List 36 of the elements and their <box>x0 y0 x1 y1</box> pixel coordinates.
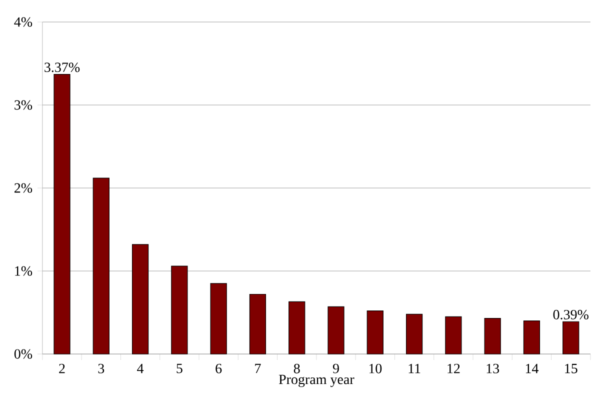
x-tick-label: 5 <box>176 364 182 374</box>
bar <box>132 244 149 354</box>
data-label: 0.39% <box>553 310 588 320</box>
x-tick-label: 9 <box>332 364 339 374</box>
x-tick-label: 10 <box>369 364 382 374</box>
x-tick-label: 2 <box>59 364 65 374</box>
y-tick-label: 4% <box>14 17 32 27</box>
bar <box>523 320 540 354</box>
x-tick-label: 15 <box>565 364 578 374</box>
bar <box>445 316 462 354</box>
bar <box>288 301 306 354</box>
x-tick-label: 7 <box>255 364 261 374</box>
x-tick-label: 14 <box>526 364 539 374</box>
bar <box>328 306 344 354</box>
y-tick-label: 1% <box>15 266 32 276</box>
x-tick-label: 3 <box>98 364 104 374</box>
bar <box>484 318 501 354</box>
x-tick-label: 13 <box>486 364 500 374</box>
bar <box>249 294 266 354</box>
y-tick-label: 3% <box>14 100 32 110</box>
x-axis-title: Program year <box>278 374 354 388</box>
bar <box>92 178 110 354</box>
bar <box>366 310 384 354</box>
data-label: 3.37% <box>44 62 80 72</box>
y-tick-label: 2% <box>14 183 32 193</box>
bar <box>210 283 227 354</box>
x-tick-label: 4 <box>137 364 144 374</box>
x-tick-label: 6 <box>216 364 222 374</box>
x-tick-label: 11 <box>408 364 420 374</box>
x-tick-label: 12 <box>448 364 460 374</box>
y-tick-label: 0% <box>14 349 32 359</box>
bar <box>54 74 70 354</box>
bar <box>171 266 188 354</box>
bar <box>406 314 423 354</box>
bar <box>562 321 580 354</box>
x-tick-label: 8 <box>294 364 300 374</box>
